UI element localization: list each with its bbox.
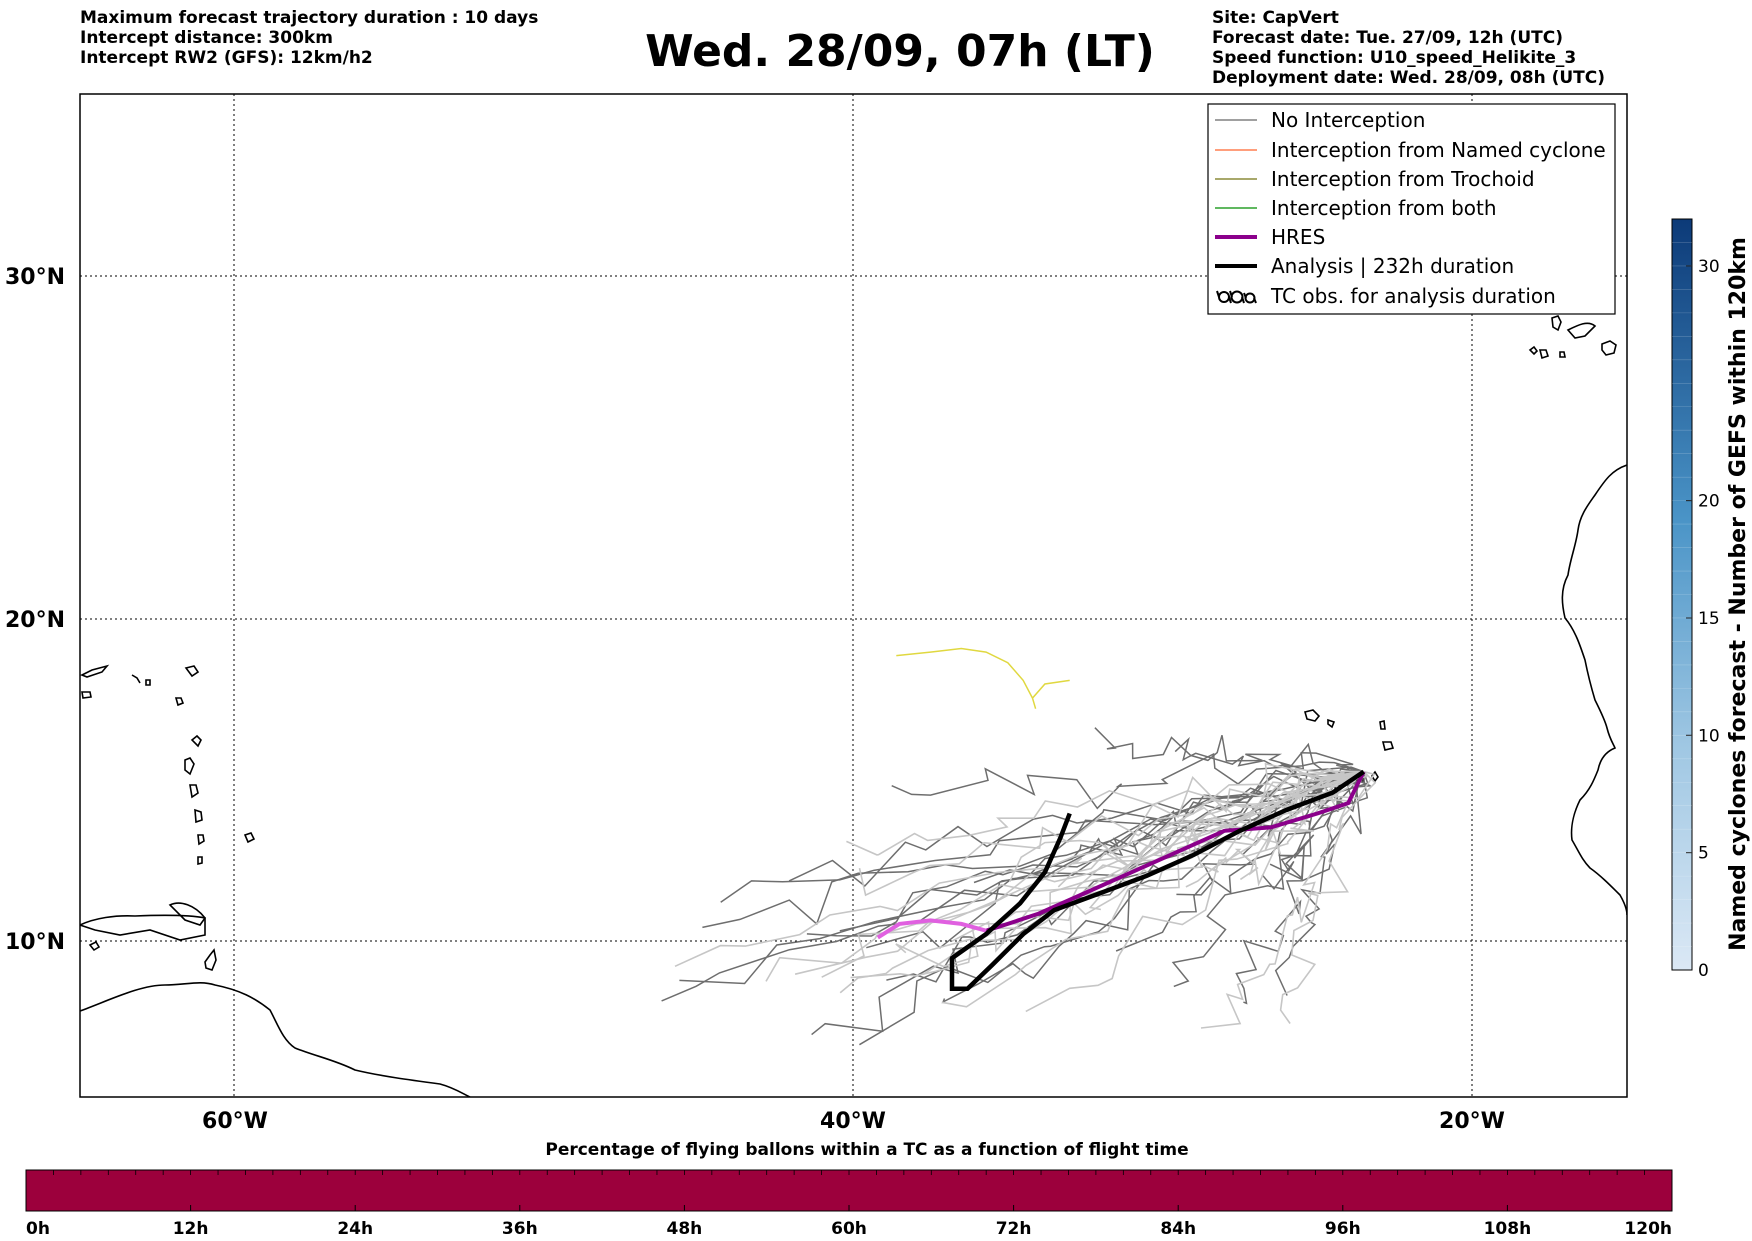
ensemble-trajectory (661, 770, 1364, 1002)
ensemble-trajectory (702, 769, 1364, 929)
legend-label-no-interception: No Interception (1271, 108, 1425, 132)
ensemble-trajectory (850, 770, 1364, 979)
map-frame (79, 93, 1628, 1098)
lat-lon-tick-labels: 60°W 40°W 20°W 30°N 20°N 10°N (5, 265, 1505, 1134)
intercept-rw2-text: Intercept RW2 (GFS): 12km/h2 (80, 48, 373, 68)
legend-label-tc-obs: TC obs. for analysis duration (1270, 284, 1556, 308)
header-left-info: Maximum forecast trajectory duration : 1… (80, 8, 538, 68)
lon-tick-20w: 20°W (1439, 1109, 1505, 1134)
ensemble-trajectory (858, 762, 1364, 897)
ensemble-trajectory (806, 770, 1364, 937)
intercept-distance-text: Intercept distance: 300km (80, 28, 333, 48)
right-colorbar-tick-label: 30 (1698, 257, 1720, 277)
hres-trajectory (985, 770, 1366, 933)
ensemble-trajectory (1239, 770, 1376, 887)
deployment-date-text: Deployment date: Wed. 28/09, 08h (UTC) (1212, 68, 1606, 88)
ensemble-trajectory (839, 770, 1364, 994)
lon-tick-40w: 40°W (820, 1109, 886, 1134)
ensemble-trajectory (1057, 767, 1365, 888)
ensemble-trajectories (661, 727, 1377, 1046)
site-text: Site: CapVert (1212, 8, 1339, 28)
ensemble-trajectory (941, 771, 1365, 1008)
legend-label-hres: HRES (1271, 225, 1325, 249)
lat-tick-30n: 30°N (5, 265, 65, 290)
header-right-info: Site: CapVert Forecast date: Tue. 27/09,… (1212, 8, 1605, 88)
bottom-colorbar-tick-label: 0h (26, 1219, 50, 1239)
ensemble-trajectory (1279, 771, 1377, 1024)
bottom-colorbar-tick-label: 84h (1160, 1219, 1196, 1239)
ensemble-trajectory (1235, 771, 1369, 1005)
bottom-colorbar-tick-label: 36h (502, 1219, 538, 1239)
coastlines (80, 315, 1627, 1097)
legend-label-both: Interception from both (1271, 196, 1497, 220)
ensemble-trajectory (821, 770, 1364, 978)
bottom-colorbar-tick-label: 96h (1325, 1219, 1361, 1239)
right-colorbar-tick-label: 15 (1698, 609, 1720, 629)
right-colorbar: 0 5 10 15 20 30 Named cyclones forecast - Num… (1671, 218, 1751, 981)
lat-tick-10n: 10°N (5, 930, 65, 955)
bottom-colorbar-tick-label: 24h (337, 1219, 373, 1239)
map-area (80, 94, 1627, 1097)
bottom-colorbar: Percentage of flying ballons within a TC… (25, 1140, 1673, 1239)
legend-label-trochoid: Interception from Trochoid (1271, 167, 1535, 191)
yellow-trajectory (896, 647, 1070, 709)
bottom-colorbar-ticks: 0h 12h 24h 36h 48h 60h 72h 84h 96h 108h 120h (25, 1170, 1673, 1239)
ensemble-trajectory (1094, 727, 1364, 773)
bottom-colorbar-tick-label: 120h (1624, 1219, 1672, 1239)
bottom-colorbar-tick-label: 60h (831, 1219, 867, 1239)
analysis-trajectory (949, 769, 1365, 992)
bottom-colorbar-tick-label: 12h (173, 1219, 209, 1239)
right-colorbar-ticks: 0 5 10 15 20 30 (1672, 242, 1720, 981)
right-colorbar-tick-label: 0 (1698, 961, 1709, 981)
bottom-colorbar-tick-label: 72h (996, 1219, 1032, 1239)
hres-trajectory-late (876, 918, 987, 940)
max-duration-text: Maximum forecast trajectory duration : 1… (80, 8, 539, 28)
right-colorbar-tick-label: 10 (1698, 726, 1720, 746)
ensemble-trajectory (1269, 771, 1365, 881)
ensemble-trajectory (765, 770, 1364, 982)
page-title: Wed. 28/09, 07h (LT) (645, 26, 1155, 77)
right-colorbar-label: Named cyclones forecast - Number of GEFS… (1726, 237, 1751, 951)
legend-label-analysis: Analysis | 232h duration (1271, 254, 1514, 278)
ensemble-trajectory (1200, 770, 1365, 1029)
ensemble-trajectory (1025, 762, 1364, 878)
lon-tick-60w: 60°W (202, 1109, 268, 1134)
map-gridlines (80, 94, 1627, 1097)
forecast-date-text: Forecast date: Tue. 27/09, 12h (UTC) (1212, 28, 1563, 48)
speed-function-text: Speed function: U10_speed_Helikite_3 (1212, 48, 1577, 68)
legend: No Interception Interception from Named … (1207, 103, 1616, 315)
right-colorbar-scale (1671, 218, 1693, 971)
right-colorbar-tick-label: 5 (1698, 844, 1709, 864)
legend-label-named-cyclone: Interception from Named cyclone (1271, 138, 1606, 162)
ensemble-trajectory (846, 770, 1364, 856)
bottom-colorbar-tick-label: 48h (667, 1219, 703, 1239)
right-colorbar-tick-label: 20 (1698, 492, 1720, 512)
legend-box (1207, 103, 1616, 315)
bottom-colorbar-scale (25, 1169, 1673, 1212)
bottom-colorbar-label: Percentage of flying ballons within a TC… (545, 1140, 1188, 1160)
ensemble-trajectory (895, 770, 1365, 968)
ensemble-trajectory (1174, 736, 1364, 780)
cyclone-symbols-icon (1216, 290, 1257, 304)
bottom-colorbar-tick-label: 108h (1484, 1219, 1532, 1239)
lat-tick-20n: 20°N (5, 608, 65, 633)
